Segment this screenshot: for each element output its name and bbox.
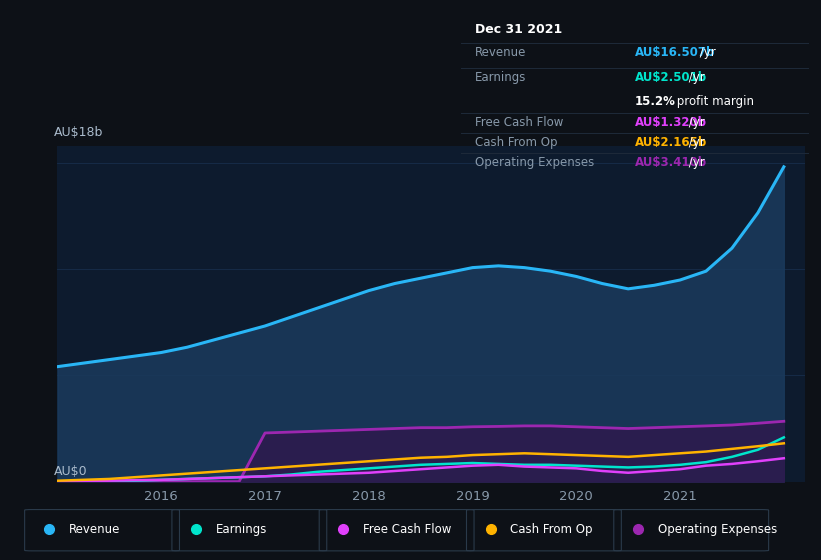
Text: /yr: /yr bbox=[685, 136, 705, 149]
Text: Revenue: Revenue bbox=[475, 45, 526, 59]
Text: /yr: /yr bbox=[685, 116, 705, 129]
Text: Earnings: Earnings bbox=[475, 71, 526, 84]
Text: Operating Expenses: Operating Expenses bbox=[658, 522, 777, 536]
Text: AU$0: AU$0 bbox=[53, 465, 87, 478]
Text: Revenue: Revenue bbox=[68, 522, 120, 536]
Text: Earnings: Earnings bbox=[216, 522, 267, 536]
Text: profit margin: profit margin bbox=[673, 95, 754, 108]
Text: AU$1.320b: AU$1.320b bbox=[635, 116, 707, 129]
Text: AU$2.501b: AU$2.501b bbox=[635, 71, 707, 84]
Text: /yr: /yr bbox=[695, 45, 715, 59]
Text: 15.2%: 15.2% bbox=[635, 95, 676, 108]
Text: Operating Expenses: Operating Expenses bbox=[475, 156, 594, 169]
Text: Dec 31 2021: Dec 31 2021 bbox=[475, 23, 562, 36]
Text: AU$3.410b: AU$3.410b bbox=[635, 156, 707, 169]
Text: Cash From Op: Cash From Op bbox=[475, 136, 557, 149]
Text: AU$2.165b: AU$2.165b bbox=[635, 136, 707, 149]
Text: AU$18b: AU$18b bbox=[53, 126, 103, 139]
Text: Free Cash Flow: Free Cash Flow bbox=[363, 522, 452, 536]
Text: AU$16.507b: AU$16.507b bbox=[635, 45, 715, 59]
Text: /yr: /yr bbox=[685, 156, 705, 169]
Text: Free Cash Flow: Free Cash Flow bbox=[475, 116, 563, 129]
Text: Cash From Op: Cash From Op bbox=[511, 522, 593, 536]
Text: /yr: /yr bbox=[685, 71, 705, 84]
